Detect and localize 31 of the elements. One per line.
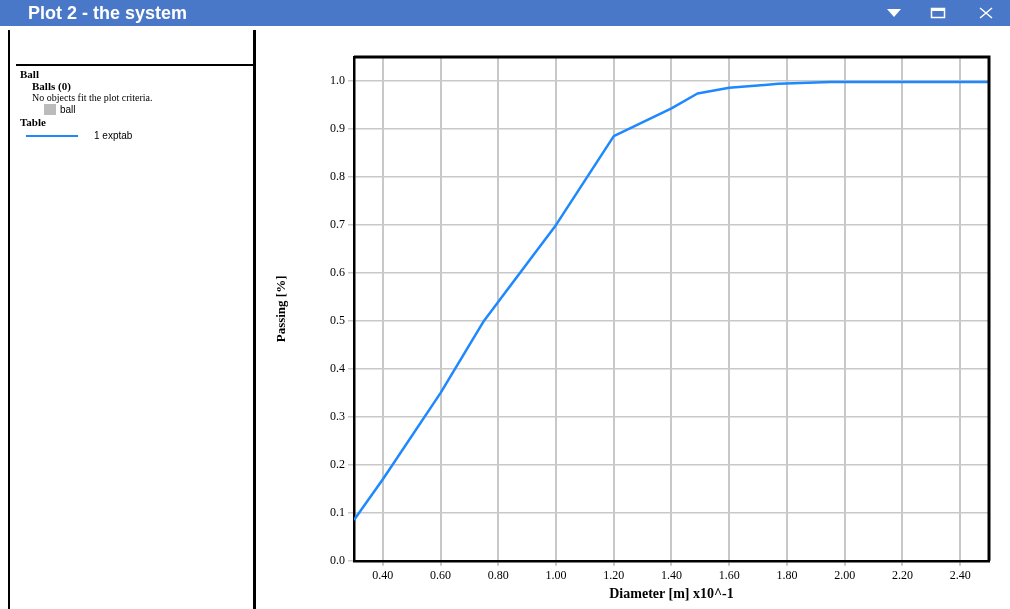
x-tick-label: 2.20 bbox=[891, 568, 913, 583]
text: Balls (0) bbox=[32, 80, 71, 92]
text: 1 exptab bbox=[94, 130, 133, 142]
y-tick-label: 0.3 bbox=[330, 409, 345, 424]
x-tick-label: 1.80 bbox=[776, 568, 798, 583]
y-tick-label: 0.1 bbox=[330, 504, 345, 519]
y-tick-label: 0.7 bbox=[330, 217, 345, 232]
text: Plot 2 - the system bbox=[28, 3, 188, 23]
text: Table bbox=[20, 116, 46, 128]
y-tick-label: 0.2 bbox=[330, 456, 345, 471]
x-tick-label: 0.60 bbox=[430, 568, 452, 583]
x-tick-label: 1.60 bbox=[718, 568, 740, 583]
x-tick-label: 0.80 bbox=[487, 568, 509, 583]
y-tick-label: 1.0 bbox=[330, 73, 345, 88]
x-tick-label: 1.40 bbox=[661, 568, 682, 583]
y-tick-label: 0.5 bbox=[330, 313, 345, 328]
y-tick-label: 0.8 bbox=[330, 169, 345, 184]
y-tick-label: 0.0 bbox=[330, 552, 345, 567]
x-tick-label: 2.00 bbox=[834, 568, 856, 583]
x-tick-label: 1.20 bbox=[603, 568, 625, 583]
y-axis-title: Passing [%] bbox=[273, 275, 289, 343]
y-tick-label: 0.6 bbox=[330, 265, 345, 280]
x-tick-label: 1.00 bbox=[545, 568, 567, 583]
text: ball bbox=[60, 104, 76, 115]
x-tick-label: 2.40 bbox=[949, 568, 971, 583]
text: No objects fit the plot criteria. bbox=[32, 92, 153, 103]
x-axis-title: Diameter [m] x10^-1 bbox=[609, 586, 734, 602]
x-tick-label: 0.40 bbox=[372, 568, 394, 583]
y-tick-label: 0.4 bbox=[330, 361, 345, 376]
text: Ball bbox=[20, 68, 39, 80]
y-tick-label: 0.9 bbox=[330, 121, 345, 136]
